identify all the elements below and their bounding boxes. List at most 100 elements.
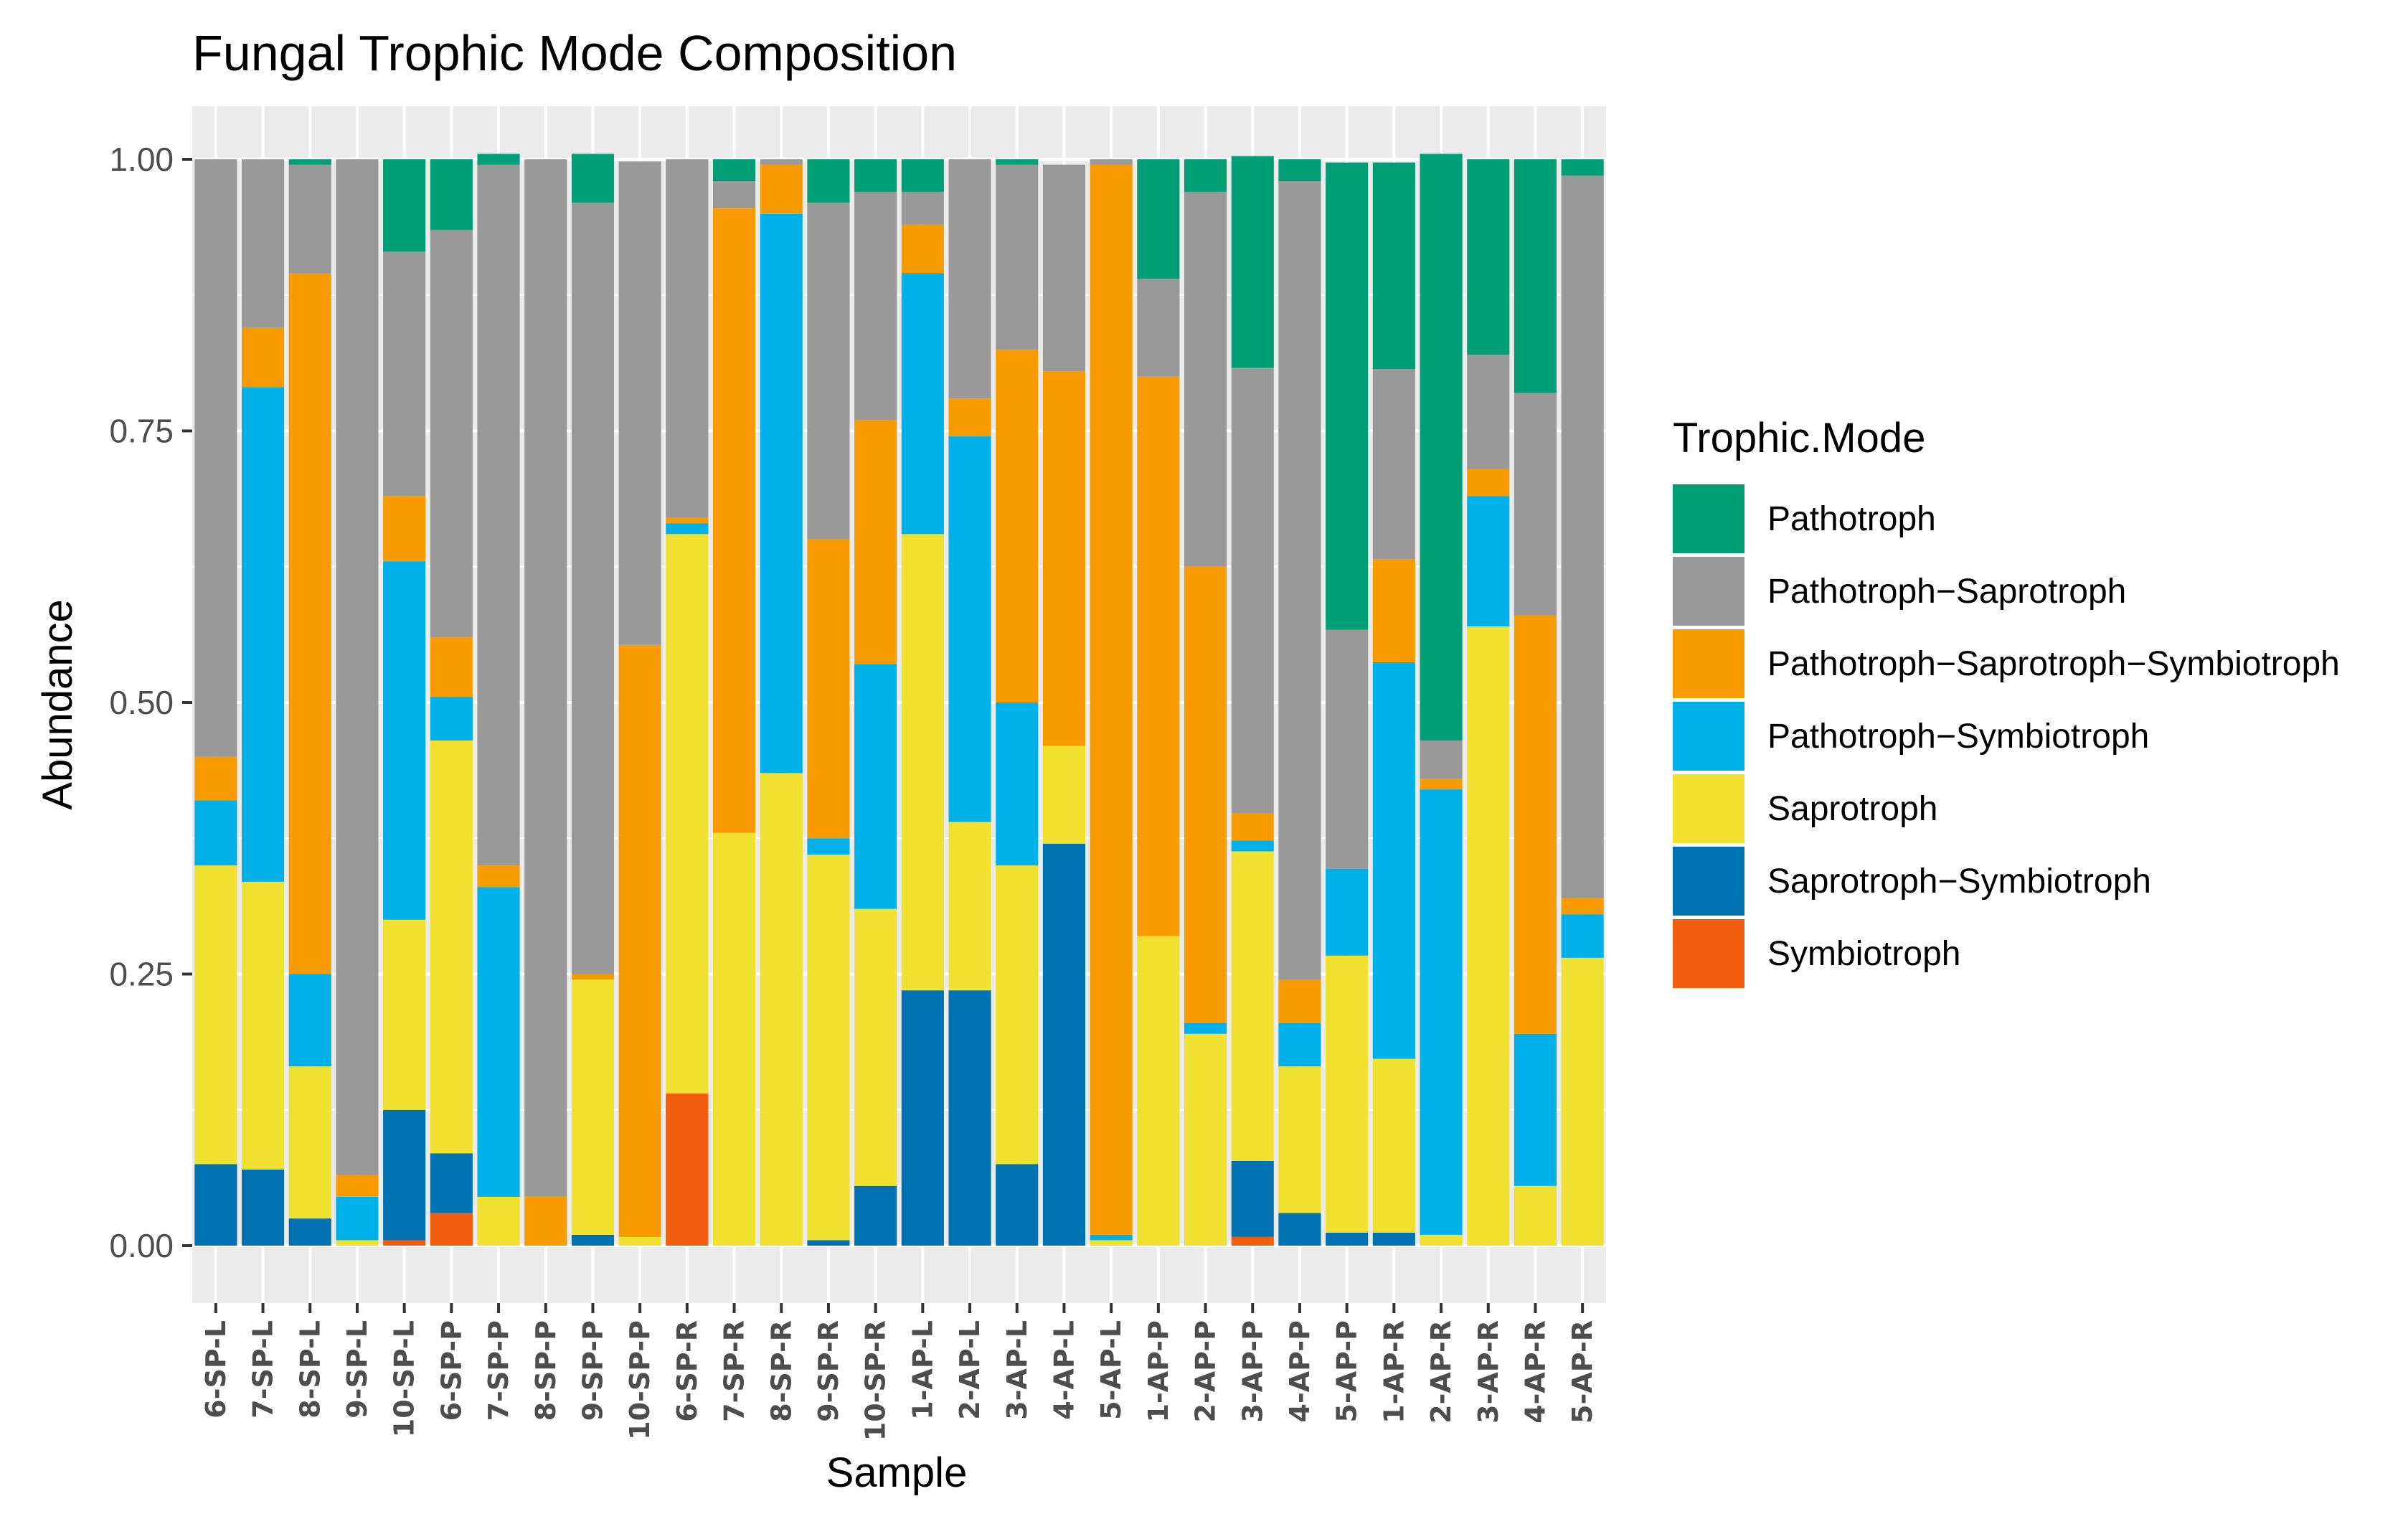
bar-segment-pathotroph-saprotroph-symbiotroph [1231, 813, 1274, 841]
bar-segment-pathotroph-saprotroph [948, 159, 991, 399]
x-tick-label: 5-AP-R [1567, 1320, 1598, 1424]
bar-segment-pathotroph-symbiotroph [383, 561, 426, 920]
bar-segment-pathotroph-saprotroph [1372, 369, 1415, 560]
bar-stack-1-AP-R [1372, 162, 1415, 1246]
x-tick-label: 4-AP-P [1284, 1320, 1316, 1422]
y-axis-title: Abundance [34, 599, 81, 809]
bar-segment-symbiotroph [383, 1240, 426, 1246]
bar-segment-pathotroph-saprotroph-symbiotroph [288, 273, 331, 974]
x-tick-label: 2-AP-R [1425, 1320, 1457, 1424]
bar-segment-pathotroph [1467, 159, 1510, 355]
bar-segment-saprotroph [1467, 626, 1510, 1246]
bar-segment-pathotroph-symbiotroph [854, 664, 897, 909]
bar-segment-pathotroph [1137, 159, 1180, 279]
bar-segment-saprotroph [1278, 1066, 1321, 1213]
bar-segment-pathotroph-saprotroph [901, 192, 944, 225]
bar-segment-pathotroph-symbiotroph [288, 974, 331, 1067]
bar-segment-pathotroph [571, 154, 615, 203]
bar-segment-pathotroph [996, 159, 1039, 165]
bar-segment-saprotroph [477, 1196, 520, 1246]
bar-segment-pathotroph-symbiotroph [1372, 662, 1415, 1059]
bar-segment-pathotroph-symbiotroph [1420, 789, 1463, 1235]
bar-segment-pathotroph-saprotroph-symbiotroph [618, 644, 661, 1237]
bar-stack-3-AP-P [1231, 156, 1274, 1246]
bar-segment-saprotroph [1561, 957, 1604, 1246]
x-tick-label: 9-SP-R [813, 1320, 844, 1422]
x-tick-label: 1-AP-P [1143, 1320, 1174, 1422]
bar-segment-pathotroph-saprotroph-symbiotroph [1137, 376, 1180, 936]
bar-segment-symbiotroph [666, 1094, 709, 1246]
bar-stack-6-SP-P [430, 159, 473, 1246]
x-tick-label: 8-SP-P [530, 1320, 562, 1421]
bar-segment-saprotroph [618, 1236, 661, 1246]
bar-segment-pathotroph-saprotroph-symbiotroph [477, 865, 520, 888]
bar-segment-saprotroph-symbiotroph [807, 1240, 850, 1246]
x-tick-label: 3-AP-R [1473, 1320, 1504, 1424]
bar-segment-pathotroph [1561, 159, 1604, 176]
bar-stack-7-SP-R [712, 159, 756, 1246]
bar-stack-2-AP-R [1420, 154, 1463, 1246]
bar-stack-5-AP-L [1090, 159, 1133, 1246]
bar-segment-pathotroph [1514, 159, 1557, 393]
bar-segment-pathotroph-saprotroph [1090, 159, 1133, 165]
bar-segment-saprotroph [336, 1240, 379, 1246]
legend-swatch [1673, 557, 1744, 626]
bar-segment-pathotroph-saprotroph [1278, 181, 1321, 980]
bar-segment-saprotroph [241, 881, 285, 1170]
bar-segment-pathotroph-saprotroph-symbiotroph [524, 1196, 567, 1246]
bar-segment-pathotroph-saprotroph [336, 159, 379, 1175]
y-axis: 0.00 0.25 0.50 0.75 1.00 [109, 141, 192, 1264]
y-tick-label: 0.00 [109, 1227, 174, 1264]
bar-stack-4-AP-P [1278, 159, 1321, 1246]
bar-segment-saprotroph [430, 740, 473, 1154]
bar-segment-pathotroph [430, 159, 473, 230]
bar-stack-8-SP-P [524, 159, 567, 1246]
bar-segment-symbiotroph [430, 1213, 473, 1246]
legend-swatch [1673, 629, 1744, 698]
bar-segment-pathotroph-symbiotroph [666, 523, 709, 535]
bar-segment-pathotroph-saprotroph [1042, 164, 1086, 372]
bar-segment-pathotroph-saprotroph [854, 192, 897, 420]
bar-segment-pathotroph-symbiotroph [1231, 840, 1274, 852]
x-tick-label: 3-AP-P [1237, 1320, 1268, 1422]
y-tick-label: 0.25 [109, 956, 174, 993]
bar-segment-saprotroph [901, 534, 944, 991]
bar-stack-5-AP-R [1561, 159, 1604, 1246]
legend-swatch [1673, 702, 1744, 771]
bar-segment-pathotroph-symbiotroph [996, 702, 1039, 866]
bar-segment-pathotroph-symbiotroph [1561, 914, 1604, 958]
bar-segment-pathotroph [854, 159, 897, 192]
bar-stack-3-AP-R [1467, 159, 1510, 1246]
bar-segment-pathotroph-symbiotroph [477, 887, 520, 1197]
legend-label: Pathotroph−Saprotroph−Symbiotroph [1767, 645, 2340, 683]
bar-segment-pathotroph-symbiotroph [1184, 1022, 1227, 1034]
bar-segment-pathotroph-saprotroph-symbiotroph [901, 224, 944, 273]
bar-segment-pathotroph-saprotroph [1514, 392, 1557, 616]
y-tick-label: 1.00 [109, 141, 174, 178]
bar-segment-pathotroph [383, 159, 426, 252]
bar-segment-pathotroph [1420, 154, 1463, 740]
bar-stack-7-SP-L [241, 159, 285, 1246]
bar-segment-pathotroph-symbiotroph [807, 838, 850, 855]
bar-segment-pathotroph-saprotroph-symbiotroph [948, 398, 991, 437]
legend-label: Saprotroph−Symbiotroph [1767, 862, 2151, 901]
bar-segment-pathotroph-symbiotroph [1467, 496, 1510, 627]
x-axis-title: Sample [826, 1449, 968, 1496]
bar-segment-pathotroph-symbiotroph [760, 213, 803, 774]
bar-segment-pathotroph-symbiotroph [430, 697, 473, 740]
bar-segment-pathotroph [901, 159, 944, 192]
x-tick-label: 6-SP-P [435, 1320, 467, 1421]
bar-segment-saprotroph-symbiotroph [1231, 1160, 1274, 1237]
bar-segment-pathotroph [1278, 159, 1321, 182]
bar-segment-pathotroph-saprotroph [666, 159, 709, 518]
bar-segment-pathotroph-saprotroph-symbiotroph [807, 539, 850, 839]
bar-segment-saprotroph-symbiotroph [288, 1218, 331, 1246]
bar-segment-pathotroph-saprotroph [712, 181, 756, 209]
bar-segment-pathotroph [1326, 162, 1369, 630]
legend-label: Pathotroph−Saprotroph [1767, 573, 2126, 611]
x-tick-label: 3-AP-L [1001, 1320, 1033, 1420]
bar-segment-pathotroph-saprotroph [1420, 740, 1463, 779]
bar-segment-pathotroph-saprotroph [1467, 354, 1510, 469]
bar-segment-pathotroph-saprotroph [618, 161, 661, 645]
bar-segment-saprotroph-symbiotroph [948, 990, 991, 1246]
